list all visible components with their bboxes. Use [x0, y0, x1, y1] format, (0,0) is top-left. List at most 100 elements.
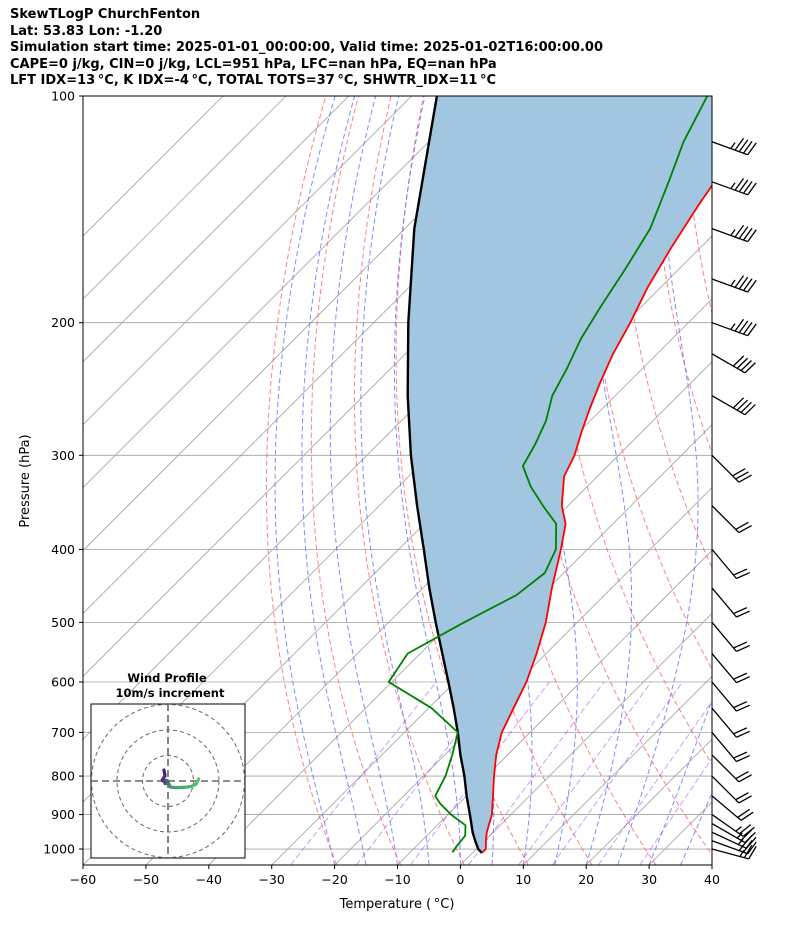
simulation-times: Simulation start time: 2025-01-01_00:00:…: [10, 40, 603, 56]
parcel-temperature-shading: [407, 96, 712, 853]
moist-adiabat: [617, 96, 699, 865]
moist-adiabat: [301, 96, 367, 865]
isotherm-line: [83, 96, 287, 300]
y-tick-label: 100: [51, 89, 75, 104]
dewpoint-line: [387, 96, 709, 853]
mixing-ratio-line: [518, 681, 652, 865]
hodograph-subtitle: 10m/s increment: [116, 686, 225, 700]
wind-barb: [711, 775, 752, 804]
moist-adiabat: [585, 96, 633, 865]
dry-adiabat: [617, 96, 712, 569]
dry-adiabat: [310, 96, 402, 865]
x-tick-label: −10: [384, 872, 410, 887]
x-tick-label: 10: [515, 872, 531, 887]
isotherm-line: [775, 96, 794, 865]
wind-barb: [711, 814, 755, 837]
dry-adiabat: [749, 96, 794, 865]
mixing-ratio-line: [290, 681, 437, 865]
isotherm-line: [83, 96, 350, 363]
wind-barb: [711, 731, 750, 763]
moist-adiabat: [274, 96, 336, 865]
wind-barbs: [711, 137, 757, 860]
wind-barb: [711, 587, 750, 618]
isotherm-line: [711, 864, 712, 865]
wind-barb: [711, 454, 752, 483]
stability-indices: LFT IDX=13 °C, K IDX=-4 °C, TOTAL TOTS=3…: [10, 73, 497, 89]
hodograph-trace-segment: [162, 768, 167, 776]
isotherm-line: [460, 612, 712, 865]
isotherm-line: [271, 424, 712, 865]
dry-adiabat: [265, 96, 338, 865]
instability-parameters: CAPE=0 j/kg, CIN=0 j/kg, LCL=951 hPa, LF…: [10, 56, 497, 72]
parcel-line: [406, 96, 483, 854]
mixing-ratio-line: [551, 681, 683, 865]
wind-barb: [711, 137, 757, 156]
isotherm-line: [523, 675, 712, 865]
isotherm-line: [83, 96, 475, 489]
wind-barb: [711, 831, 757, 849]
mixing-ratio-line: [410, 681, 550, 865]
x-tick-label: −40: [196, 872, 222, 887]
shaded-area: [407, 96, 712, 853]
y-tick-label: 800: [51, 769, 75, 784]
x-axis-ticks: −60 −50 −40 −30 −20 −10 0 10 20 30 40: [70, 865, 720, 887]
station-title: SkewTLogP ChurchFenton: [10, 7, 201, 22]
x-tick-label: −60: [70, 872, 96, 887]
x-tick-label: 0: [456, 872, 464, 887]
y-tick-label: 200: [51, 315, 75, 330]
station-coordinates: Lat: 53.83 Lon: -1.20: [10, 23, 163, 39]
y-tick-label: 500: [51, 615, 75, 630]
moist-adiabat: [711, 863, 712, 865]
hodograph-inset: Wind Profile 10m/s increment: [90, 671, 246, 859]
dry-adiabat: [782, 96, 794, 865]
dry-adiabat: [717, 96, 794, 865]
temperature-line: [481, 183, 712, 854]
plot-header: SkewTLogP ChurchFenton Lat: 53.83 Lon: -…: [10, 7, 603, 90]
wind-barb: [711, 275, 757, 293]
wind-barb: [711, 395, 756, 416]
x-tick-label: −50: [133, 872, 159, 887]
wind-barb: [711, 318, 757, 337]
wind-barb: [711, 795, 754, 821]
x-tick-label: −20: [321, 872, 347, 887]
dry-adiabat: [583, 96, 712, 671]
mixing-ratio-line: [639, 757, 712, 865]
wind-barb: [711, 621, 750, 653]
y-axis-label: Pressure (hPa): [18, 434, 33, 527]
wind-barb: [711, 505, 752, 534]
x-tick-label: 40: [704, 872, 720, 887]
dry-adiabat: [548, 96, 712, 765]
y-tick-label: 700: [51, 725, 75, 740]
moist-adiabat: [648, 698, 712, 865]
y-tick-label: 1000: [43, 842, 75, 857]
x-tick-label: −30: [259, 872, 285, 887]
y-tick-label: 400: [51, 542, 75, 557]
dry-adiabat: [683, 96, 712, 316]
sounding-profiles: [387, 96, 712, 854]
x-tick-label: 30: [641, 872, 657, 887]
dry-adiabat: [512, 96, 712, 856]
isotherm-line: [83, 96, 224, 237]
wind-barb: [711, 844, 757, 860]
moist-adiabat: [680, 791, 712, 865]
dry-adiabat: [353, 96, 465, 865]
wind-barb: [711, 707, 750, 738]
wind-barb: [711, 681, 750, 712]
wind-barb: [711, 548, 750, 580]
wind-barb: [711, 754, 752, 783]
wind-barb: [711, 653, 750, 684]
moist-adiabat: [393, 96, 461, 865]
x-tick-label: 20: [578, 872, 594, 887]
wind-barb: [711, 224, 757, 243]
y-axis-ticks: 100 200 300 400 500 600 700 800 900 1000: [43, 89, 83, 857]
moist-adiabat: [329, 96, 398, 865]
wind-barb: [711, 178, 757, 196]
x-axis-label: Temperature ( °C): [339, 897, 455, 912]
isotherm-line: [397, 549, 712, 865]
wind-barb: [711, 353, 756, 374]
y-tick-label: 900: [51, 807, 75, 822]
moist-adiabat: [360, 96, 430, 865]
y-tick-label: 600: [51, 674, 75, 689]
hodograph-title: Wind Profile: [127, 671, 207, 685]
